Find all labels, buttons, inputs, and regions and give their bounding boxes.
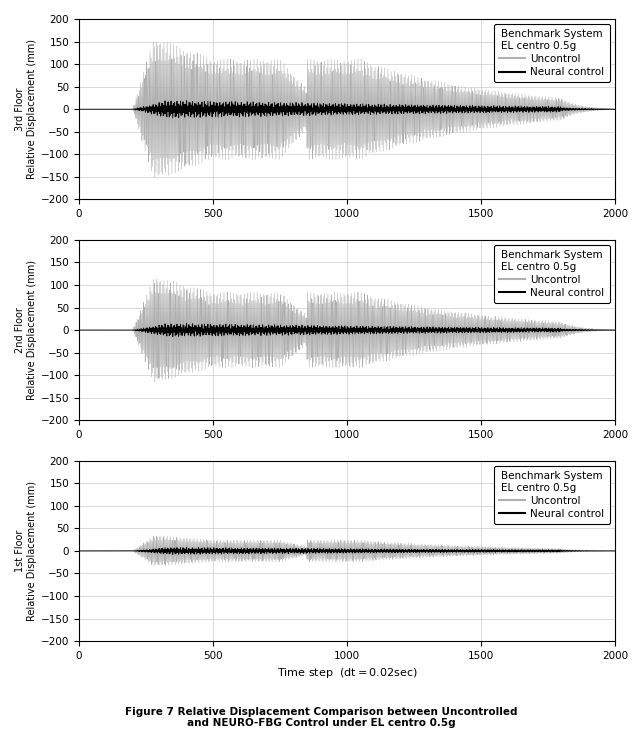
Y-axis label: 1st Floor
Relative Displacement (mm): 1st Floor Relative Displacement (mm) <box>15 481 37 621</box>
Legend: Uncontrol, Neural control: Uncontrol, Neural control <box>494 24 610 83</box>
Text: Figure 7 Relative Displacement Comparison between Uncontrolled
and NEURO-FBG Con: Figure 7 Relative Displacement Compariso… <box>125 706 518 728</box>
Y-axis label: 3rd Floor
Relative Displacement (mm): 3rd Floor Relative Displacement (mm) <box>15 40 37 179</box>
Legend: Uncontrol, Neural control: Uncontrol, Neural control <box>494 245 610 303</box>
Legend: Uncontrol, Neural control: Uncontrol, Neural control <box>494 466 610 524</box>
X-axis label: Time step  $\mathregular{(dt=0.02sec)}$: Time step $\mathregular{(dt=0.02sec)}$ <box>276 666 417 681</box>
Y-axis label: 2nd Floor
Relative Displacement (mm): 2nd Floor Relative Displacement (mm) <box>15 260 37 400</box>
